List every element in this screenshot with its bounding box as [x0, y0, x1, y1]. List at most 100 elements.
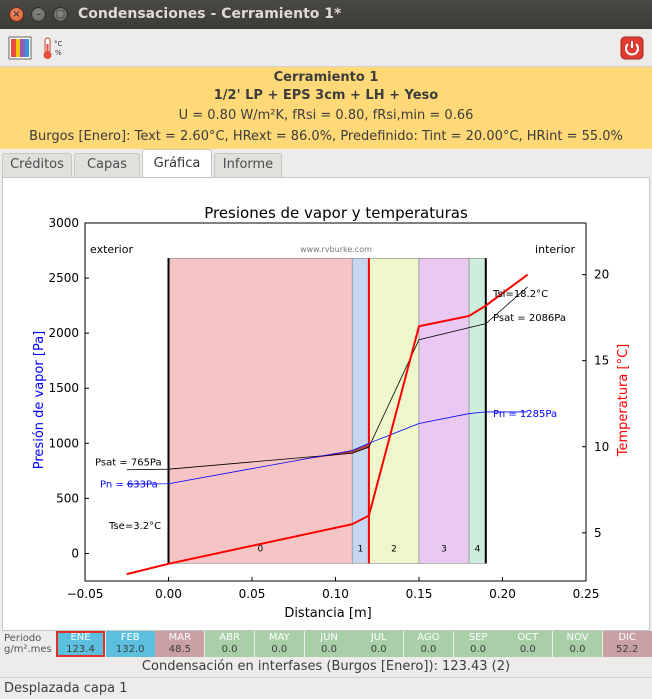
exterior-label: exterior: [90, 243, 133, 256]
layer-label: 1: [358, 544, 364, 554]
month-feb[interactable]: FEB 132.0: [105, 631, 155, 657]
month-mar[interactable]: MAR 48.5: [155, 631, 205, 657]
tab-bar: Créditos Capas Gráfica Informe: [0, 149, 652, 178]
layers-group: 0 1 2 3 4: [167, 257, 487, 564]
series-t: [126, 273, 529, 576]
svg-text:°C: °C: [54, 40, 63, 48]
month-name: SEP: [468, 632, 488, 643]
x-tick-label: 0.10: [322, 587, 349, 601]
enclosure-name: Cerramiento 1: [273, 70, 379, 85]
chart-annotation: Psat = 765Pa: [95, 457, 162, 468]
y-tick-label: 500: [56, 491, 79, 505]
month-value: 0.0: [370, 644, 387, 655]
layer-3: [418, 257, 470, 564]
period-label: Periodo g/m².mes: [4, 633, 52, 655]
layer-label: 2: [391, 544, 397, 554]
power-icon[interactable]: [620, 36, 644, 60]
y2-tick-label: 10: [594, 440, 609, 454]
x-tick-label: 0.15: [406, 587, 433, 601]
tab-creditos[interactable]: Créditos: [2, 153, 72, 177]
interior-label: interior: [535, 243, 575, 256]
climate-icon[interactable]: °C %: [40, 36, 64, 60]
series-psat: [126, 286, 528, 471]
month-value: 0.0: [321, 644, 337, 655]
monthly-condensation-bar: Periodo g/m².mes ENE 123.4 FEB 132.0 MAR 48.5 A…: [0, 631, 652, 657]
window-maximize-button[interactable]: □: [53, 7, 68, 22]
y-tick-label: 3000: [48, 216, 79, 230]
month-oct[interactable]: OCT 0.0: [503, 631, 553, 657]
chart-annotation: Pn = 633Pa: [100, 479, 158, 490]
enclosure-header: Cerramiento 1 1/2' LP + EPS 3cm + LH + Y…: [0, 67, 652, 149]
chart-annotation: Tsi=18.2°C: [492, 289, 548, 300]
x-tick-label: 0.20: [489, 587, 516, 601]
month-value: 123.4: [66, 644, 95, 655]
y-tick-label: 1000: [48, 436, 79, 450]
y-tick-label: 1500: [48, 381, 79, 395]
month-value: 0.0: [420, 644, 437, 655]
month-value: 0.0: [271, 644, 288, 655]
month-abr[interactable]: ABR 0.0: [205, 631, 255, 657]
x-tick-label: 0.00: [155, 587, 182, 601]
tab-capas[interactable]: Capas: [74, 153, 140, 177]
svg-text:%: %: [55, 49, 62, 57]
x-tick-label: 0.25: [573, 587, 600, 601]
month-ago[interactable]: AGO 0.0: [403, 631, 453, 657]
month-name: ABR: [219, 632, 240, 643]
month-name: AGO: [417, 632, 440, 643]
month-value: 48.5: [168, 644, 192, 655]
y-axis-label: Presión de vapor [Pa]: [32, 331, 47, 469]
month-name: FEB: [120, 632, 140, 643]
layer-label: 4: [475, 544, 481, 554]
month-value: 0.0: [470, 644, 487, 655]
month-sep[interactable]: SEP 0.0: [453, 631, 503, 657]
chart-annotation: Tse=3.2°C: [108, 521, 161, 532]
window-close-button[interactable]: ×: [9, 7, 24, 22]
y2-tick-label: 15: [594, 354, 609, 368]
month-jul[interactable]: JUL 0.0: [354, 631, 404, 657]
month-jun[interactable]: JUN 0.0: [304, 631, 354, 657]
y2-axis-label: Temperatura [°C]: [616, 344, 631, 457]
title-bar: × – □ Condensaciones - Cerramiento 1*: [0, 0, 652, 29]
month-name: MAR: [168, 632, 192, 643]
month-dic[interactable]: DIC 52.2: [602, 631, 652, 657]
y-tick-label: 2000: [48, 326, 79, 340]
x-tick-label: −0.05: [67, 587, 104, 601]
chart-annotation: Pn = 1285Pa: [493, 409, 557, 420]
climate-conditions: Burgos [Enero]: Text = 2.60°C, HRext = 8…: [29, 129, 623, 144]
condensation-area: [293, 443, 369, 461]
materials-icon[interactable]: [8, 36, 32, 60]
month-value: 52.2: [616, 644, 639, 655]
window-title: Condensaciones - Cerramiento 1*: [78, 6, 342, 22]
series-group: Psat = 765Pa Pn = 633Pa Tse=3.2°C Tsi=18.2°…: [95, 273, 566, 576]
layer-2: [368, 257, 420, 564]
month-name: ENE: [70, 632, 91, 643]
month-value: 0.0: [221, 644, 238, 655]
month-value: 132.0: [115, 644, 145, 655]
minimize-icon: –: [36, 9, 41, 20]
tab-informe[interactable]: Informe: [214, 153, 282, 177]
month-name: OCT: [517, 632, 539, 643]
month-name: NOV: [566, 632, 589, 643]
month-ene[interactable]: ENE 123.4: [56, 631, 105, 657]
layer-4: [468, 257, 487, 564]
tab-grafica[interactable]: Gráfica: [142, 149, 212, 178]
maximize-icon: □: [55, 9, 66, 20]
layer-0: [168, 257, 353, 564]
month-may[interactable]: MAY 0.0: [254, 631, 304, 657]
layer-label: 3: [441, 544, 447, 554]
month-nov[interactable]: NOV 0.0: [553, 631, 602, 657]
month-name: MAY: [268, 632, 290, 643]
status-bar: Desplazada capa 1: [0, 677, 652, 699]
series-pn: [126, 411, 528, 485]
toolbar: °C %: [0, 29, 652, 67]
axes-group: −0.05 0.00 0.05 0.10 0.15 0.20 0.2505001000150…: [48, 216, 609, 601]
month-name: DIC: [618, 632, 636, 643]
x-axis-label: Distancia [m]: [284, 606, 371, 621]
y-tick-label: 2500: [48, 271, 79, 285]
chart-title: Presiones de vapor y temperaturas: [204, 204, 468, 222]
y2-tick-label: 20: [594, 268, 609, 282]
window-minimize-button[interactable]: –: [31, 7, 46, 22]
enclosure-properties: U = 0.80 W/m²K, fRsi = 0.80, fRsi,min = …: [178, 108, 474, 123]
